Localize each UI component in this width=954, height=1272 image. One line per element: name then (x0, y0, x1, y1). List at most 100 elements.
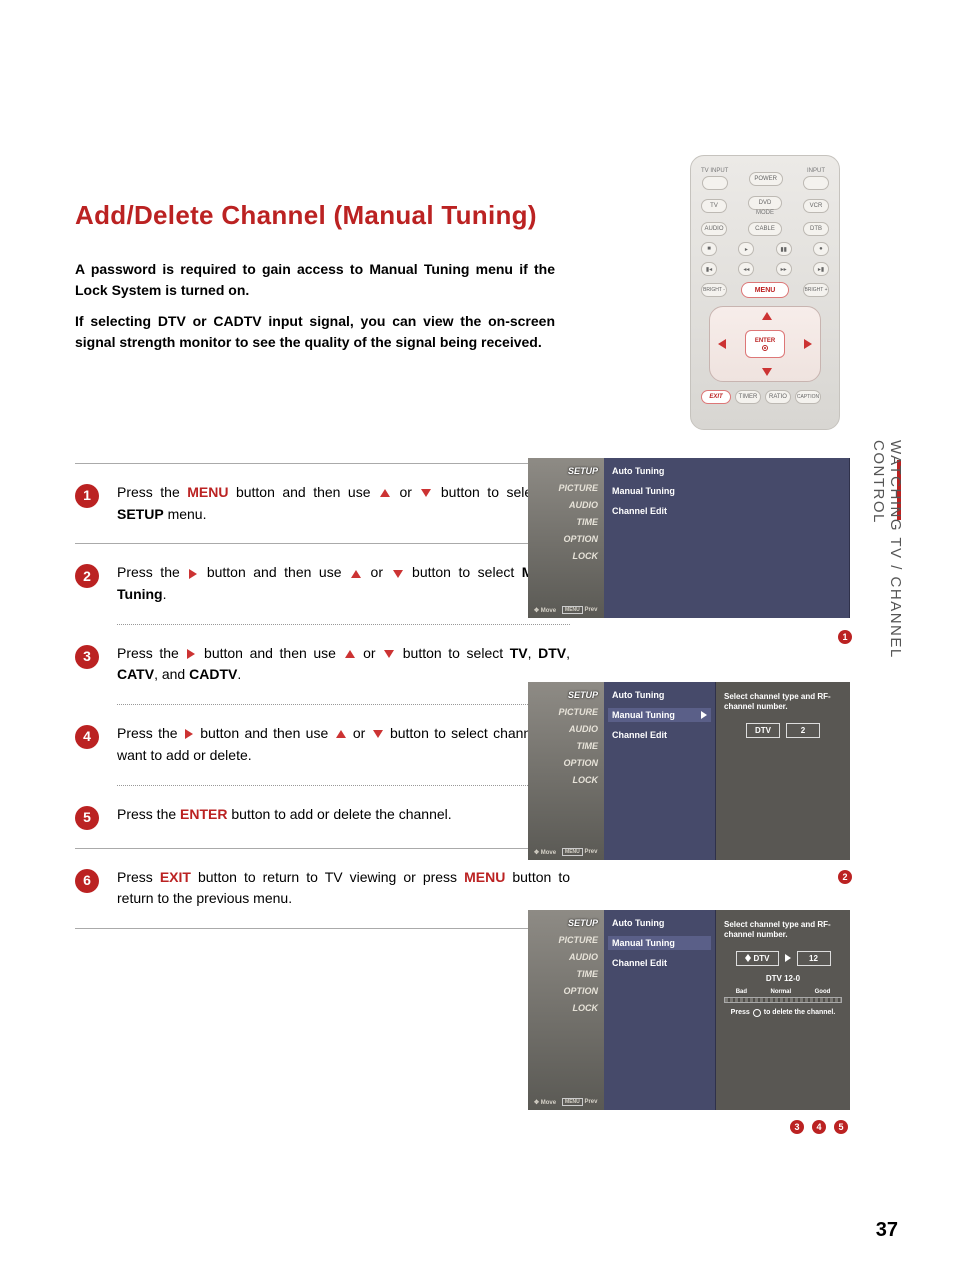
ratio-button: RATIO (765, 390, 791, 404)
input-label: INPUT (807, 168, 825, 174)
dvd-button: DVD (748, 196, 782, 210)
next-button: ▸▮ (813, 262, 829, 276)
list-auto: Auto Tuning (612, 466, 841, 476)
osd-list: Auto Tuning Manual Tuning Channel Edit (604, 682, 716, 860)
play-button: ▸ (738, 242, 754, 256)
right-icon (187, 649, 195, 659)
ff-button: ▸▸ (776, 262, 792, 276)
enter-button: ENTER (745, 330, 785, 358)
down-icon (393, 570, 403, 578)
osd-list: Auto Tuning Manual Tuning Channel Edit (604, 458, 850, 618)
sidebar-lock: LOCK (534, 551, 598, 561)
intro-block: A password is required to gain access to… (75, 259, 555, 353)
screenshot-badge-1: 1 (838, 630, 852, 644)
step-text: Press the button and then use or button … (117, 643, 570, 686)
enter-dot-icon (762, 345, 768, 351)
screenshot-badge-row: 3 4 5 (790, 1120, 848, 1134)
tvinput-button (702, 176, 728, 190)
osd-screenshot-3: SETUP PICTURE AUDIO TIME OPTION LOCK ✥ M… (528, 910, 850, 1110)
step-6: 6 Press EXIT button to return to TV view… (75, 855, 570, 922)
up-icon (351, 570, 361, 578)
side-tab: WATCHING TV / CHANNEL CONTROL (876, 440, 898, 740)
pause-button: ▮▮ (776, 242, 792, 256)
step-badge: 1 (75, 484, 99, 508)
step-text: Press the MENU button and then use or bu… (117, 482, 570, 525)
sidebar-option: OPTION (534, 534, 598, 544)
step-badge: 4 (75, 725, 99, 749)
osd-sidebar: SETUP PICTURE AUDIO TIME OPTION LOCK ✥ M… (528, 910, 604, 1110)
list-manual-selected: Manual Tuning (608, 936, 711, 950)
remote-illustration: TV INPUT POWER INPUT TV DVD MODE VCR AUD… (690, 155, 840, 430)
step-text: Press the button and then use or button … (117, 562, 570, 605)
power-button: POWER (749, 172, 783, 186)
page-number: 37 (876, 1219, 898, 1242)
step-badge: 2 (75, 564, 99, 588)
step-badge: 6 (75, 869, 99, 893)
rec-button: ● (813, 242, 829, 256)
step-text: Press EXIT button to return to TV viewin… (117, 867, 570, 910)
screenshot-badge-4: 4 (812, 1120, 826, 1134)
manual-page: Add/Delete Channel (Manual Tuning) A pas… (0, 0, 954, 1272)
screenshot-badge-3: 3 (790, 1120, 804, 1134)
up-icon (345, 650, 355, 658)
step-badge: 3 (75, 645, 99, 669)
osd-sidebar: SETUP PICTURE AUDIO TIME OPTION LOCK ✥ M… (528, 458, 604, 618)
channel-num-box: 12 (797, 951, 831, 966)
enter-circle-icon (753, 1009, 761, 1017)
timer-button: TIMER (735, 390, 761, 404)
dpad-down-icon (762, 368, 772, 376)
intro-p2: If selecting DTV or CADTV input signal, … (75, 311, 555, 353)
input-button (803, 176, 829, 190)
step-4: 4 Press the button and then use or butto… (75, 711, 570, 778)
sidebar-time: TIME (534, 517, 598, 527)
down-icon (373, 730, 383, 738)
sidebar-audio: AUDIO (534, 500, 598, 510)
osd-detail: Select channel type and RF-channel numbe… (716, 682, 850, 860)
up-icon (336, 730, 346, 738)
audio-button: AUDIO (701, 222, 727, 236)
brightplus-button: BRIGHT + (803, 283, 829, 297)
osd-sidebar: SETUP PICTURE AUDIO TIME OPTION LOCK ✥ M… (528, 682, 604, 860)
right-arrow-icon (785, 954, 791, 962)
mode-label: MODE (756, 210, 774, 216)
signal-bar (724, 997, 842, 1003)
rew-button: ◂◂ (738, 262, 754, 276)
quality-good: Good (815, 989, 831, 995)
sidebar-picture: PICTURE (534, 483, 598, 493)
down-icon (421, 489, 431, 497)
tv-button: TV (701, 199, 727, 213)
dtb-button: DTB (803, 222, 829, 236)
prev-button: ▮◂ (701, 262, 717, 276)
list-edit: Channel Edit (612, 506, 841, 516)
cable-button: CABLE (748, 222, 782, 236)
right-arrow-icon (701, 711, 707, 719)
list-manual-selected: Manual Tuning (608, 708, 711, 722)
step-2: 2 Press the button and then use or butto… (75, 550, 570, 617)
quality-normal: Normal (771, 989, 792, 995)
step-3: 3 Press the button and then use or butto… (75, 631, 570, 698)
intro-p1: A password is required to gain access to… (75, 259, 555, 301)
dpad-left-icon (718, 339, 726, 349)
menu-button: MENU (741, 282, 789, 298)
up-icon (380, 489, 390, 497)
osd-detail: Select channel type and RF-channel numbe… (716, 910, 850, 1110)
step-text: Press the button and then use or button … (117, 723, 570, 766)
vcr-button: VCR (803, 199, 829, 213)
tvinput-label: TV INPUT (701, 168, 728, 174)
channel-num-box: 2 (786, 723, 820, 738)
step-1: 1 Press the MENU button and then use or … (75, 470, 570, 537)
right-icon (189, 569, 197, 579)
step-text: Press the ENTER button to add or delete … (117, 804, 570, 826)
sidebar-setup: SETUP (534, 466, 598, 476)
screenshot-badge-2: 2 (838, 870, 852, 884)
stop-button: ■ (701, 242, 717, 256)
channel-type-box: DTV (746, 723, 780, 738)
dpad-right-icon (804, 339, 812, 349)
list-manual: Manual Tuning (612, 486, 841, 496)
caption-button: CAPTION (795, 390, 821, 404)
right-icon (185, 729, 193, 739)
exit-button: EXIT (701, 390, 731, 404)
steps-list: 1 Press the MENU button and then use or … (75, 463, 570, 929)
dpad: ENTER (709, 306, 821, 382)
brightminus-button: BRIGHT - (701, 283, 727, 297)
